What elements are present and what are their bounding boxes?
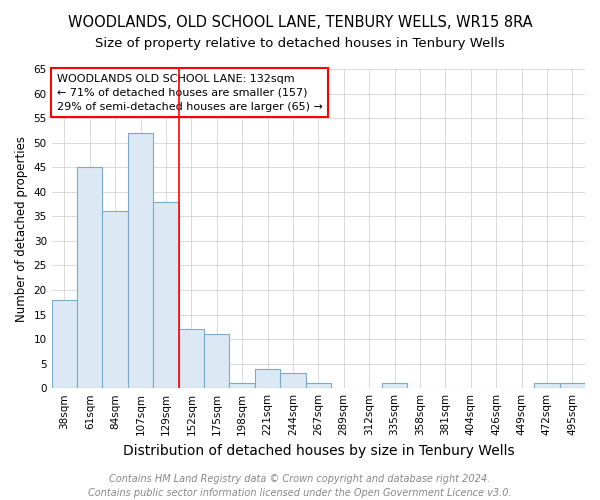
Bar [77, 167, 103, 388]
Bar [534, 384, 560, 388]
Text: WOODLANDS, OLD SCHOOL LANE, TENBURY WELLS, WR15 8RA: WOODLANDS, OLD SCHOOL LANE, TENBURY WELL… [68, 15, 532, 30]
Bar [382, 384, 407, 388]
Bar [103, 212, 128, 388]
Text: Size of property relative to detached houses in Tenbury Wells: Size of property relative to detached ho… [95, 38, 505, 51]
Bar [52, 300, 77, 388]
Text: Contains HM Land Registry data © Crown copyright and database right 2024.
Contai: Contains HM Land Registry data © Crown c… [88, 474, 512, 498]
Bar [204, 334, 229, 388]
Bar [560, 384, 585, 388]
Bar [128, 133, 153, 388]
Y-axis label: Number of detached properties: Number of detached properties [15, 136, 28, 322]
Bar [255, 368, 280, 388]
X-axis label: Distribution of detached houses by size in Tenbury Wells: Distribution of detached houses by size … [122, 444, 514, 458]
Bar [280, 374, 305, 388]
Bar [179, 330, 204, 388]
Bar [305, 384, 331, 388]
Text: WOODLANDS OLD SCHOOL LANE: 132sqm
← 71% of detached houses are smaller (157)
29%: WOODLANDS OLD SCHOOL LANE: 132sqm ← 71% … [57, 74, 323, 112]
Bar [229, 384, 255, 388]
Bar [153, 202, 179, 388]
